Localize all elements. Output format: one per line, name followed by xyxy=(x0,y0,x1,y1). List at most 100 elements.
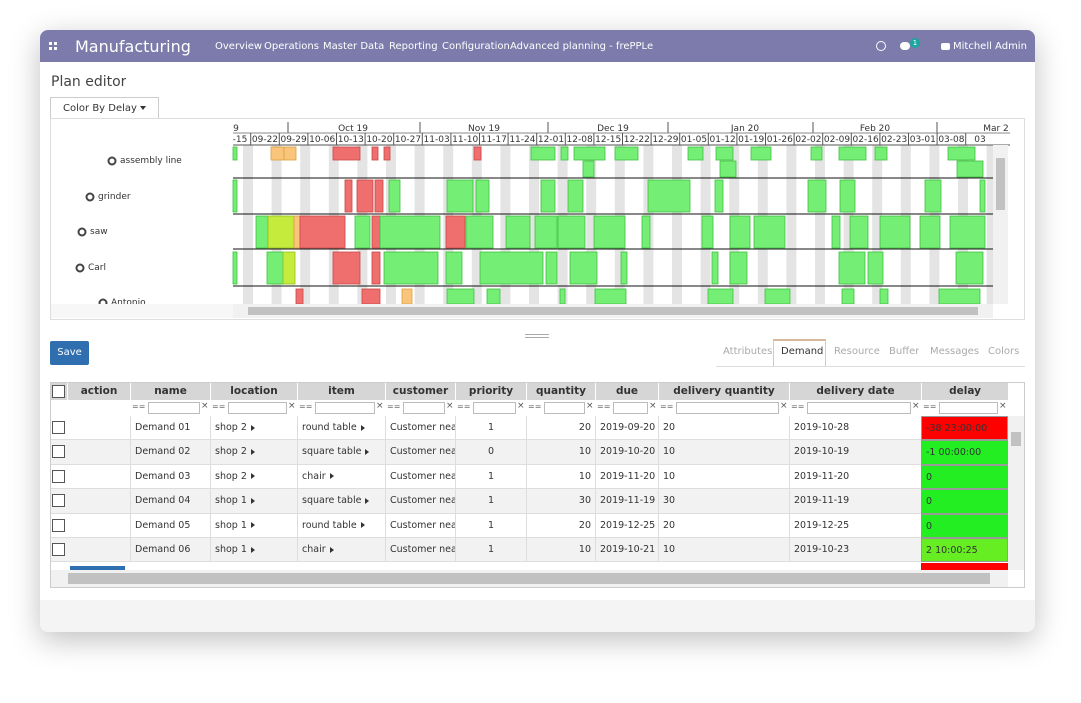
filter-clear[interactable]: × xyxy=(649,401,657,411)
column-header[interactable]: delivery quantity xyxy=(658,383,789,400)
filter-input[interactable] xyxy=(315,402,375,414)
filter-op[interactable]: == xyxy=(132,402,146,411)
column-header[interactable]: priority xyxy=(455,383,526,400)
filter-input[interactable] xyxy=(403,402,445,414)
column-header[interactable]: delivery date xyxy=(789,383,921,400)
row-checkbox[interactable] xyxy=(52,469,65,483)
user-menu[interactable]: Mitchell Admin xyxy=(953,41,1027,52)
row-action-button btnb[interactable] xyxy=(106,543,123,557)
row-action-button btnb[interactable] xyxy=(88,519,105,533)
column-header[interactable]: due xyxy=(595,383,658,400)
row-checkbox[interactable] xyxy=(52,494,65,508)
gantt-tool-button btnb[interactable] xyxy=(970,100,987,115)
tab[interactable]: Attributes xyxy=(723,346,773,357)
app-name[interactable]: Manufacturing xyxy=(75,37,191,56)
filter-input[interactable] xyxy=(473,402,516,414)
row-action-button btnb[interactable] xyxy=(88,494,105,508)
menu-item[interactable]: Advanced planning - frePPLe xyxy=(510,41,654,52)
menu-item[interactable]: Reporting xyxy=(389,41,438,52)
gantt-tool-button btnb[interactable] xyxy=(873,100,890,115)
tab[interactable]: Buffer xyxy=(889,346,920,357)
grid-tool-button btnb[interactable] xyxy=(967,366,984,382)
filter-op[interactable]: == xyxy=(597,402,611,411)
grid-tool-button btnb[interactable] xyxy=(947,366,964,382)
row-action-button btnb[interactable] xyxy=(88,470,105,484)
tab[interactable]: Demand xyxy=(781,346,824,357)
row-checkbox[interactable] xyxy=(52,518,65,532)
row-checkbox[interactable] xyxy=(52,543,65,556)
gantt-tool-button btnb[interactable] xyxy=(950,100,967,115)
filter-op[interactable]: == xyxy=(660,402,674,411)
column-header[interactable]: location xyxy=(210,383,297,400)
save-button[interactable]: Save xyxy=(50,341,89,365)
clock-icon[interactable] xyxy=(876,41,886,51)
filter-clear[interactable]: × xyxy=(517,401,525,411)
row-action-button btnb[interactable] xyxy=(106,494,123,508)
color-button[interactable]: Color By Delay xyxy=(50,97,159,119)
column-header[interactable]: action xyxy=(67,383,130,400)
table-h-thumb[interactable] xyxy=(68,573,990,584)
row-checkbox[interactable] xyxy=(52,421,65,434)
menu-item[interactable]: Operations xyxy=(264,41,319,52)
filter-input[interactable] xyxy=(939,402,998,414)
row-action-button btnb[interactable] xyxy=(106,470,123,484)
row-action-button btnb[interactable] xyxy=(70,543,87,557)
filter-op[interactable]: == xyxy=(791,402,805,411)
filter-input[interactable] xyxy=(148,402,200,414)
filter-op[interactable]: == xyxy=(212,402,226,411)
select-all-checkbox[interactable] xyxy=(52,385,65,398)
row-action-button btnb[interactable] xyxy=(70,470,87,484)
filter-clear[interactable]: × xyxy=(586,401,594,411)
tab[interactable]: Messages xyxy=(930,346,980,357)
column-header[interactable]: quantity xyxy=(526,383,595,400)
filter-input[interactable] xyxy=(676,402,779,414)
filter-op[interactable]: == xyxy=(299,402,313,411)
filter-input[interactable] xyxy=(807,402,911,414)
gantt-tool-button btnb[interactable] xyxy=(1008,100,1025,115)
gantt-tool-button btnb[interactable] xyxy=(912,100,929,115)
tab[interactable]: Colors xyxy=(988,346,1020,357)
gantt-tool-button btnb[interactable] xyxy=(892,100,909,115)
table-v-thumb[interactable] xyxy=(1011,432,1021,446)
tab[interactable]: Resource xyxy=(834,346,880,357)
filter-op[interactable]: == xyxy=(457,402,471,411)
filter-input[interactable] xyxy=(544,402,585,414)
filter-op[interactable]: == xyxy=(528,402,542,411)
row-action-button btnb[interactable] xyxy=(106,421,123,435)
row-action-button btnb[interactable] xyxy=(106,445,123,459)
apps-icon[interactable] xyxy=(49,42,57,50)
gantt-tool-button btnb[interactable] xyxy=(989,100,1006,115)
filter-clear[interactable]: × xyxy=(201,401,209,411)
filter-clear[interactable]: × xyxy=(912,401,920,411)
row-action-button btnb[interactable] xyxy=(70,519,87,533)
column-header[interactable]: delay xyxy=(921,383,1008,400)
row-action-button btnb[interactable] xyxy=(88,421,105,435)
filter-clear[interactable]: × xyxy=(999,401,1007,411)
grid-tool-button btnb[interactable] xyxy=(987,366,1004,382)
row-action-button btnb[interactable] xyxy=(106,519,123,533)
grid-tool-button btnb[interactable] xyxy=(1007,366,1024,382)
filter-clear[interactable]: × xyxy=(376,401,384,411)
row-action-button btnb[interactable] xyxy=(70,445,87,459)
filter-clear[interactable]: × xyxy=(780,401,788,411)
menu-item[interactable]: Master Data xyxy=(323,41,385,52)
menu-item[interactable]: Configuration xyxy=(442,41,510,52)
row-action-button btnb[interactable] xyxy=(88,445,105,459)
row-action-button btnb[interactable] xyxy=(70,421,87,435)
row-action-button btnb[interactable] xyxy=(88,543,105,557)
filter-clear[interactable]: × xyxy=(446,401,454,411)
row-checkbox[interactable] xyxy=(52,445,65,459)
row-action-button btnb[interactable] xyxy=(70,494,87,508)
menu-item[interactable]: Overview xyxy=(215,41,263,52)
chat-icon[interactable] xyxy=(900,42,910,50)
filter-op[interactable]: == xyxy=(923,402,937,411)
filter-op[interactable]: == xyxy=(387,402,401,411)
column-header[interactable]: name xyxy=(130,383,210,400)
column-header[interactable]: customer xyxy=(385,383,455,400)
gantt-tool-button btnb[interactable] xyxy=(931,100,948,115)
filter-clear[interactable]: × xyxy=(288,401,296,411)
splitter[interactable] xyxy=(525,334,549,338)
filter-input[interactable] xyxy=(228,402,287,414)
column-header[interactable]: item xyxy=(297,383,385,400)
filter-input[interactable] xyxy=(613,402,648,414)
